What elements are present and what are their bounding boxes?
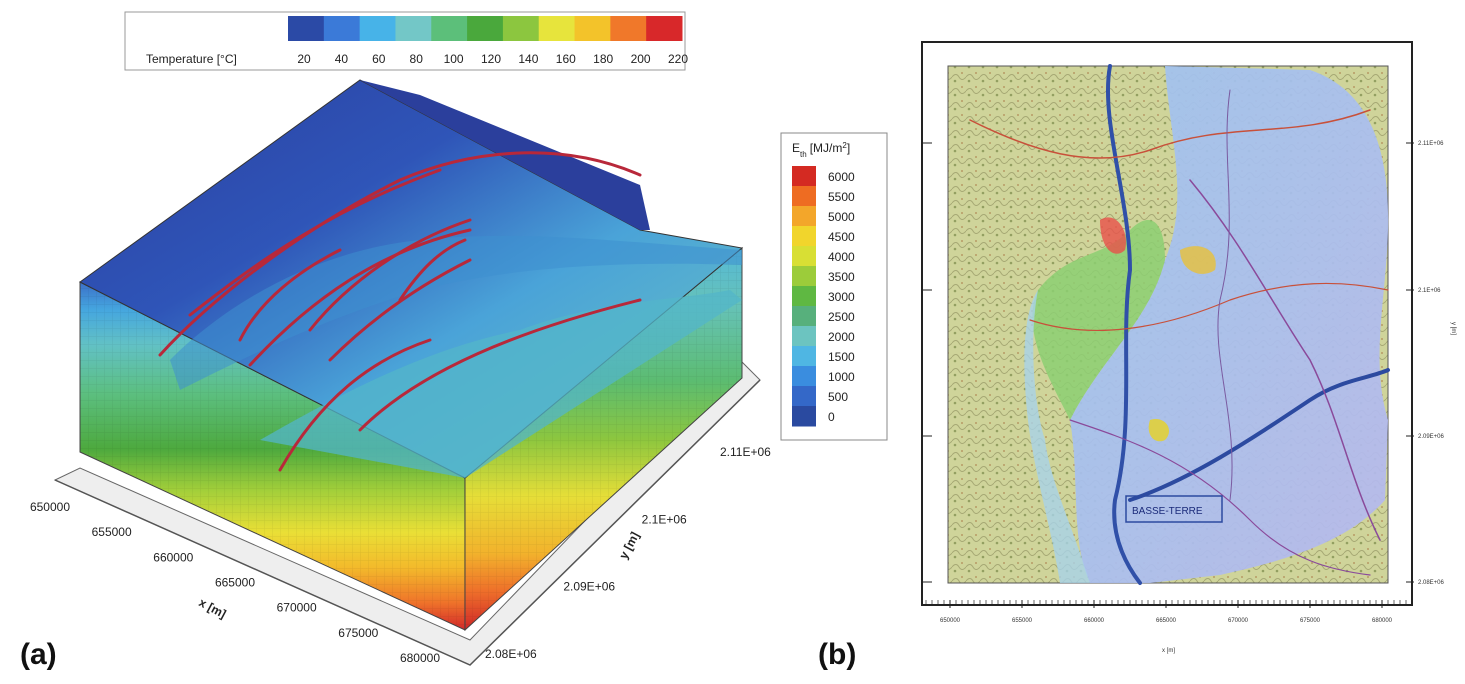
energy-colorbar-swatch [792,266,816,287]
map-y-axis-ticks: 2.11E+06 2.1E+06 2.09E+06 2.08E+06 [922,141,1445,586]
y-axis-tick-label: 2.09E+06 [563,580,615,594]
energy-colorbar-tick: 2000 [828,330,855,344]
basse-terre-marker [1125,495,1223,523]
map-x-tick-label: 670000 [1228,618,1249,624]
energy-colorbar-tick: 4000 [828,250,855,264]
energy-colorbar-tick: 6000 [828,170,855,184]
temperature-colorbar-swatch [323,16,361,41]
temperature-colorbar-tick: 80 [410,52,424,66]
temperature-colorbar-label: Temperature [°C] [146,52,237,66]
map-x-tick-label: 675000 [1300,618,1321,624]
panel-b-letter: (b) [818,638,856,671]
y-axis-tick-label: 2.08E+06 [485,647,537,661]
energy-colorbar-tick: 5000 [828,210,855,224]
temperature-colorbar-swatch [431,16,468,41]
temperature-colorbar-tick: 120 [481,52,501,66]
energy-colorbar-swatch [792,206,816,227]
temperature-colorbar-tick: 180 [593,52,613,66]
temperature-colorbar-swatch [610,16,647,41]
energy-colorbar-swatch [792,326,816,347]
energy-colorbar-tick: 4500 [828,230,855,244]
map-x-axis-ticks: 650000 655000 660000 665000 670000 675000 6800… [940,600,1393,624]
block-top-surface [79,79,744,479]
x-axis-tick-label: 655000 [92,525,132,539]
y-axis-tick-label: 2.11E+06 [720,445,771,459]
map-x-tick-label: 665000 [1156,618,1177,624]
temperature-colorbar: Temperature [°C] 20 40 60 80 100 120 140 160 180… [124,11,688,71]
energy-colorbar-tick: 500 [828,390,848,404]
map-place-label: BASSE-TERRE [1132,506,1203,517]
temperature-colorbar-tick: 140 [518,52,538,66]
energy-colorbar-swatch [792,386,816,407]
temperature-colorbar-swatch [646,16,683,41]
energy-overlay-blue [1070,66,1389,583]
map-frame: BASSE-TERRE [921,41,1413,606]
map-x-tick-label: 655000 [1012,618,1033,624]
energy-colorbar-swatch [792,166,816,187]
temperature-colorbar-swatch [395,16,432,41]
x-axis-ticks: 650000 655000 660000 665000 670000 675000 6800… [30,500,440,665]
temperature-colorbar-swatch [502,16,540,41]
temperature-colorbar-tick: 60 [372,52,386,66]
temperature-colorbar-tick: 100 [444,52,464,66]
map-x-tick-label: 660000 [1084,618,1105,624]
map-y-tick-label: 2.11E+06 [1418,141,1444,147]
map-x-tick-label: 650000 [940,618,961,624]
temperature-colorbar-swatch [359,16,396,41]
map-x-axis-label: x [m] [1162,648,1175,654]
energy-colorbar-tick: 5500 [828,190,855,204]
energy-colorbar: Eth [MJ/m2] 60005500500045004000350030002… [780,132,888,441]
temperature-colorbar-swatch [574,16,611,41]
temperature-colorbar-swatch [288,16,325,41]
energy-colorbar-label: Eth [MJ/m2] [792,141,850,159]
energy-colorbar-swatch [792,226,816,247]
energy-colorbar-tick: 2500 [828,310,855,324]
panel-b-energy-map: Eth [MJ/m2] 60005500500045004000350030002… [780,41,1456,671]
map-y-tick-label: 2.1E+06 [1418,288,1441,294]
energy-colorbar-tick: 1000 [828,370,855,384]
x-axis-tick-label: 675000 [338,626,378,640]
energy-colorbar-tick: 3000 [828,290,855,304]
y-axis-tick-label: 2.1E+06 [642,512,687,526]
energy-colorbar-tick: 3500 [828,270,855,284]
panel-a-letter: (a) [20,638,57,671]
temperature-colorbar-swatch [538,16,576,41]
x-axis-label: x [m] [197,595,229,621]
energy-colorbar-tick: 1500 [828,350,855,364]
energy-colorbar-swatch [792,246,816,267]
energy-colorbar-swatch [792,186,816,207]
x-axis-tick-label: 660000 [153,550,193,564]
map-y-tick-label: 2.08E+06 [1418,580,1445,586]
y-axis-ticks: 2.08E+06 2.09E+06 2.1E+06 2.11E+06 [485,445,771,661]
x-axis-tick-label: 665000 [215,576,255,590]
energy-colorbar-tick: 0 [828,410,835,424]
energy-colorbar-swatch [792,366,816,387]
energy-colorbar-swatch [792,406,816,427]
energy-colorbar-swatch [792,346,816,367]
temperature-colorbar-tick: 200 [631,52,651,66]
energy-colorbar-swatch [792,306,816,327]
map-y-tick-label: 2.09E+06 [1418,434,1445,440]
temperature-colorbar-tick: 20 [297,52,311,66]
y-axis-label: y [m] [616,530,642,562]
energy-colorbar-swatch [792,286,816,307]
temperature-colorbar-tick: 40 [335,52,349,66]
x-axis-tick-label: 680000 [400,651,440,665]
map-x-tick-label: 680000 [1372,618,1393,624]
map-y-axis-label: y [m] [1450,322,1456,335]
temperature-colorbar-tick: 160 [556,52,576,66]
temperature-colorbar-tick: 220 [668,52,688,66]
x-axis-tick-label: 670000 [277,601,317,615]
x-axis-tick-label: 650000 [30,500,70,514]
panel-a-3d-block-model: Temperature [°C] 20 40 60 80 100 120 140 160 180… [20,11,771,671]
temperature-colorbar-swatch [467,16,504,41]
